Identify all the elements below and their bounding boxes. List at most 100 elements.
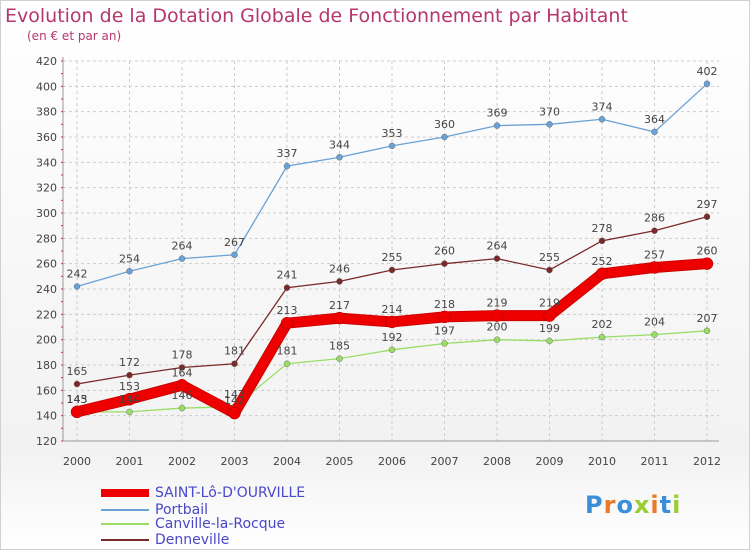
data-point <box>703 213 711 221</box>
y-tick-label: 140 <box>36 410 57 423</box>
data-label: 278 <box>592 222 613 235</box>
data-label: 197 <box>434 324 455 337</box>
data-point <box>280 316 294 330</box>
data-point <box>703 327 711 334</box>
data-point <box>70 405 84 419</box>
y-tick-label: 400 <box>36 80 57 93</box>
x-tick-label: 2001 <box>116 455 144 468</box>
data-point <box>123 392 136 406</box>
data-label: 181 <box>224 345 245 358</box>
x-tick-label: 2002 <box>168 455 196 468</box>
data-point <box>283 162 291 170</box>
data-point <box>388 266 396 274</box>
data-label: 144 <box>119 393 140 406</box>
data-point <box>333 311 346 325</box>
legend-label-saint-lo: SAINT-Lô-D'OURVILLE <box>155 485 306 501</box>
y-tick-label: 280 <box>36 232 57 245</box>
x-tick-label: 2012 <box>693 455 721 468</box>
data-point <box>388 346 396 353</box>
x-tick-label: 2007 <box>431 455 459 468</box>
data-point <box>648 261 661 274</box>
data-label: 218 <box>434 298 455 311</box>
data-point <box>336 355 343 362</box>
legend-item-saint-lo: SAINT-Lô-D'OURVILLE <box>101 485 361 501</box>
data-label: 260 <box>697 245 718 258</box>
data-label: 370 <box>539 105 560 118</box>
data-label: 181 <box>277 345 298 358</box>
data-label: 143 <box>67 393 88 406</box>
data-point <box>703 80 711 88</box>
data-point <box>700 257 714 270</box>
data-label: 255 <box>539 251 560 264</box>
y-tick-label: 260 <box>36 258 57 271</box>
data-label: 344 <box>329 138 350 151</box>
data-point <box>73 283 81 290</box>
legend-swatch-portbail <box>101 509 149 511</box>
data-point <box>175 379 189 392</box>
data-point <box>441 340 448 347</box>
legend-label-portbail: Portbail <box>155 502 208 518</box>
data-point <box>126 268 133 275</box>
data-point <box>126 408 133 416</box>
chart-subtitle: (en € et par an) <box>27 29 122 43</box>
x-tick-label: 2000 <box>63 455 91 468</box>
legend-swatch-canville <box>101 523 149 525</box>
data-label: 147 <box>224 388 245 401</box>
data-label: 360 <box>434 118 455 131</box>
y-tick-label: 420 <box>36 55 57 68</box>
legend-item-portbail: Portbail <box>101 502 361 518</box>
data-label: 402 <box>697 65 718 78</box>
data-point <box>546 337 553 345</box>
data-label: 353 <box>382 127 403 140</box>
data-label: 374 <box>592 100 613 113</box>
data-point <box>385 315 399 329</box>
data-label: 364 <box>644 113 665 126</box>
data-label: 297 <box>697 198 718 211</box>
data-label: 246 <box>329 262 350 275</box>
data-label: 207 <box>697 312 718 325</box>
data-point <box>490 309 504 322</box>
data-label: 241 <box>277 269 298 282</box>
y-tick-label: 360 <box>36 131 57 144</box>
x-tick-label: 2010 <box>588 455 616 468</box>
data-label: 164 <box>172 366 193 379</box>
y-tick-label: 120 <box>36 435 57 448</box>
legend-label-denneville: Denneville <box>155 532 230 548</box>
y-tick-label: 180 <box>36 359 57 372</box>
data-point <box>651 128 658 136</box>
data-point <box>336 278 343 285</box>
data-label: 142 <box>224 394 245 407</box>
data-point <box>493 122 501 129</box>
data-point <box>438 310 451 324</box>
data-point <box>595 267 609 281</box>
x-tick-label: 2011 <box>641 455 669 468</box>
proxiti-logo: Proxiti <box>585 491 681 519</box>
data-label: 254 <box>119 252 140 265</box>
data-label: 172 <box>119 356 140 369</box>
data-label: 286 <box>644 212 665 225</box>
legend-swatch-denneville <box>101 539 149 541</box>
data-point <box>543 309 556 322</box>
data-label: 264 <box>487 240 508 253</box>
data-label: 192 <box>382 331 403 344</box>
data-point <box>441 133 448 141</box>
data-label: 185 <box>329 340 350 353</box>
data-point <box>441 260 448 267</box>
legend-item-canville: Canville-la-Rocque <box>101 516 361 532</box>
data-point <box>283 360 291 367</box>
data-point <box>546 266 553 274</box>
y-tick-label: 320 <box>36 182 57 195</box>
data-label: 146 <box>172 389 193 402</box>
y-tick-label: 300 <box>36 207 57 220</box>
data-point <box>388 142 396 150</box>
x-tick-label: 2004 <box>273 455 301 468</box>
data-label: 213 <box>277 304 298 317</box>
x-tick-label: 2006 <box>378 455 406 468</box>
data-point <box>178 255 186 262</box>
y-tick-label: 380 <box>36 106 57 119</box>
data-label: 219 <box>539 297 560 310</box>
y-tick-label: 200 <box>36 334 57 347</box>
data-point <box>651 331 658 338</box>
